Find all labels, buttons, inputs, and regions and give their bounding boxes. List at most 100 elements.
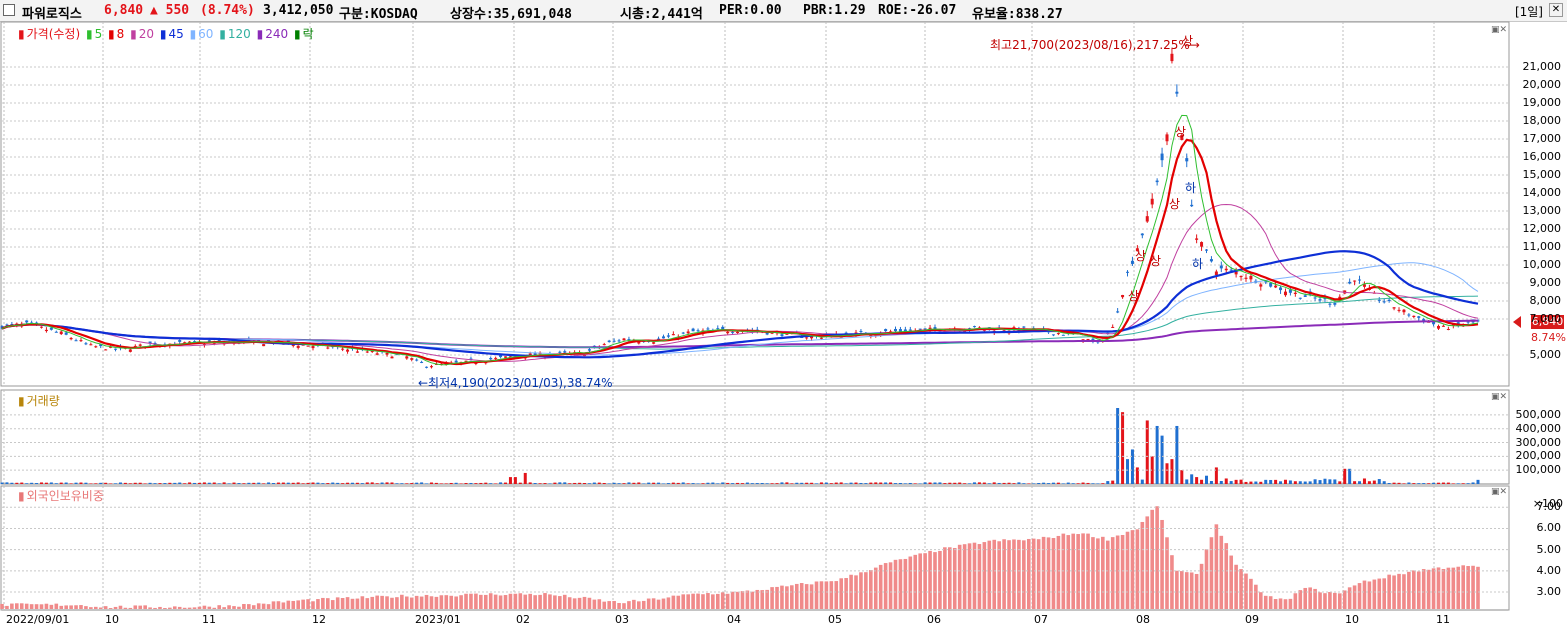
volume-bar — [123, 482, 127, 484]
volume-bar — [632, 482, 636, 484]
foreign-bar — [770, 587, 774, 609]
foreign-bar — [676, 595, 681, 609]
candle-body — [1214, 271, 1218, 276]
volume-bar — [504, 482, 508, 484]
candle-body — [884, 329, 888, 332]
legend-ma45[interactable]: 45 — [168, 27, 184, 41]
volume-bar — [212, 482, 216, 484]
foreign-bar — [276, 601, 281, 609]
volume-bar — [1140, 479, 1144, 484]
legend-ma20[interactable]: 20 — [138, 27, 155, 41]
retention-ratio: 유보율:838.27 — [972, 7, 1063, 22]
period-selector[interactable]: [1일] — [1514, 5, 1543, 19]
foreign-bar — [1466, 566, 1470, 609]
foreign-tick-label: 7.00 — [1536, 500, 1562, 514]
volume-tick-label: 200,000 — [1515, 449, 1562, 463]
legend-ma5[interactable]: 5 — [94, 27, 103, 41]
foreign-bar — [765, 589, 769, 609]
foreign-bar — [790, 585, 794, 609]
volume-bar — [568, 483, 572, 484]
volume-bar — [1047, 483, 1051, 484]
foreign-bar — [1288, 598, 1293, 609]
candle-body — [1402, 309, 1406, 313]
candle-body — [1229, 269, 1233, 271]
legend-ma60[interactable]: 60 — [198, 27, 214, 41]
candle-body — [1170, 53, 1174, 62]
foreign-bar — [1357, 583, 1362, 609]
foreign-bar — [1046, 537, 1051, 609]
date-tick-label: 12 — [312, 613, 326, 626]
foreign-bar — [617, 603, 621, 609]
candle-body — [1022, 326, 1026, 328]
panel-max-icon[interactable]: ▣✕ — [1491, 25, 1508, 35]
candle-body — [1288, 289, 1292, 293]
volume-bar — [306, 482, 310, 484]
volume-bar — [1377, 479, 1381, 484]
volume-bar — [1012, 483, 1016, 484]
foreign-bar — [567, 597, 572, 609]
candle-body — [193, 341, 197, 343]
foreign-bar — [84, 606, 88, 609]
panel-max-icon[interactable]: ▣✕ — [1491, 392, 1508, 402]
foreign-bar — [1249, 578, 1253, 609]
foreign-bar — [706, 593, 710, 609]
volume-bar — [938, 482, 942, 484]
volume-bar — [114, 483, 118, 484]
candle-body — [1130, 260, 1134, 264]
select-checkbox[interactable] — [3, 4, 15, 16]
volume-bar — [1195, 477, 1199, 484]
date-tick-label: 10 — [1345, 613, 1359, 626]
volume-bar — [44, 482, 48, 484]
candle-body — [420, 361, 424, 363]
foreign-bar — [400, 594, 404, 609]
candle-body — [405, 356, 409, 359]
volume-bar — [375, 483, 379, 484]
candle-body — [44, 329, 48, 332]
volume-bar — [128, 483, 132, 484]
legend-price[interactable]: 가격(수정) — [26, 27, 81, 41]
foreign-title[interactable]: 외국인보유비중 — [26, 489, 104, 503]
volume-bar — [1308, 481, 1312, 484]
foreign-bar — [1101, 536, 1105, 609]
panel-max-icon[interactable]: ▣✕ — [1491, 487, 1508, 497]
price-tick-label: 12,000 — [1522, 222, 1562, 235]
legend-ma120[interactable]: 120 — [227, 27, 251, 41]
close-icon[interactable]: ✕ — [1549, 3, 1563, 17]
foreign-bar — [103, 606, 108, 609]
volume-title[interactable]: 거래량 — [26, 394, 60, 408]
volume-bar — [336, 482, 340, 484]
volume-bar — [484, 482, 488, 484]
legend-ma240[interactable]: 240 — [265, 27, 289, 41]
date-tick-label: 02 — [516, 613, 530, 626]
volume-bar — [1190, 474, 1194, 484]
volume-bar — [1150, 456, 1154, 484]
foreign-bar — [419, 596, 424, 609]
volume-bar — [637, 482, 641, 484]
foreign-bar — [59, 605, 64, 609]
foreign-bar — [814, 581, 819, 609]
volume-bar — [933, 482, 937, 484]
volume-tick-label: 100,000 — [1515, 463, 1562, 477]
candle-body — [1392, 307, 1396, 309]
volume-bar — [1091, 483, 1095, 484]
volume-bar — [602, 482, 606, 484]
stock-name[interactable]: 파워로직스 — [22, 7, 82, 22]
candle-body — [365, 351, 369, 353]
volume-bar — [286, 482, 290, 484]
foreign-bar — [449, 595, 454, 609]
legend-ma8[interactable]: 8 — [116, 27, 125, 41]
foreign-bar — [735, 591, 740, 609]
foreign-bar — [1283, 599, 1288, 609]
volume-bar — [716, 483, 720, 484]
volume-bar — [494, 483, 498, 484]
foreign-bar — [972, 542, 977, 609]
foreign-bar — [1120, 534, 1125, 609]
legend-fall[interactable]: 락 — [302, 27, 314, 41]
foreign-bar — [177, 606, 182, 609]
volume-bar — [301, 483, 305, 484]
candle-body — [49, 327, 53, 330]
candle-body — [257, 339, 261, 342]
foreign-bar — [947, 547, 952, 609]
volume-tick-label: 500,000 — [1515, 407, 1562, 421]
foreign-bar — [1451, 567, 1456, 609]
